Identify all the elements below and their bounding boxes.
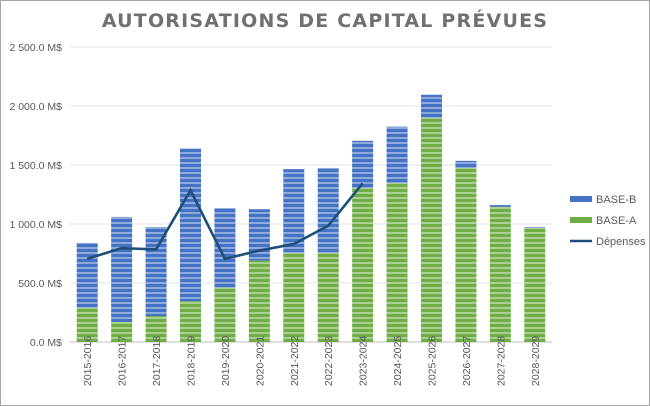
chart-title: AUTORISATIONS DE CAPITAL PRÉVUES [101, 10, 549, 32]
line-series-depenses [86, 182, 364, 261]
x-tick-label: 2028-2029 [530, 336, 542, 386]
x-tick-label: 2018-2019 [186, 336, 198, 386]
legend-label: Dépenses [596, 236, 646, 248]
legend-swatch [570, 217, 592, 223]
x-tick-label: 2023-2024 [358, 336, 370, 386]
bar-base-a [386, 183, 408, 342]
x-axis: 2015-2016 2016-2017 2017-2018 2018-2019 2019… [82, 336, 542, 386]
bar-base-a [248, 260, 270, 342]
legend: BASE-B BASE-A Dépenses [570, 194, 646, 248]
legend-label: BASE-B [596, 194, 636, 206]
x-tick-label: 2015-2016 [82, 336, 94, 386]
bar-base-b [248, 209, 270, 261]
bar-base-a [180, 301, 201, 342]
bar-base-b [455, 160, 477, 168]
gridlines [70, 46, 552, 343]
x-tick-label: 2026-2027 [461, 336, 473, 386]
bar-base-b [180, 148, 201, 302]
x-tick-label: 2022-2023 [323, 336, 335, 386]
x-tick-label: 2020-2021 [254, 336, 266, 386]
bar-base-a [455, 167, 477, 342]
bar-series [76, 94, 546, 342]
bar-base-b [214, 208, 236, 288]
depenses-line [86, 182, 364, 261]
bar-base-a [421, 117, 442, 342]
y-tick-label: 500.0 M$ [18, 278, 62, 290]
x-tick-label: 2024-2025 [392, 336, 404, 386]
bar-base-b [317, 167, 339, 253]
bar-base-b [76, 242, 98, 308]
x-tick-label: 2016-2017 [117, 336, 129, 386]
y-tick-label: 1 000.0 M$ [9, 219, 62, 231]
x-tick-label: 2021-2022 [289, 336, 301, 386]
y-tick-label: 0.0 M$ [30, 337, 62, 349]
x-tick-label: 2017-2018 [151, 336, 163, 386]
bar-base-a [489, 206, 511, 342]
x-tick-label: 2019-2020 [220, 336, 232, 386]
legend-swatch [570, 196, 592, 202]
bar-base-a [76, 307, 98, 342]
bar-base-b [283, 169, 305, 253]
y-tick-label: 1 500.0 M$ [9, 160, 62, 172]
bar-base-b [111, 216, 133, 322]
bar-base-a [352, 188, 374, 342]
x-tick-label: 2027-2028 [495, 336, 507, 386]
y-tick-label: 2 500.0 M$ [9, 42, 62, 54]
bar-base-b [524, 226, 546, 229]
bar-base-b [145, 226, 167, 317]
bar-base-a [317, 252, 339, 342]
bar-base-b [489, 205, 511, 207]
bar-base-b [421, 94, 442, 118]
bar-base-b [352, 140, 374, 189]
y-tick-label: 2 000.0 M$ [9, 101, 62, 113]
bar-base-a [283, 252, 305, 342]
x-tick-label: 2025-2026 [427, 336, 439, 386]
bar-base-a [214, 287, 236, 342]
bar-base-a [145, 316, 167, 342]
bar-base-b [386, 126, 408, 184]
legend-label: BASE-A [596, 215, 637, 227]
y-axis: 0.0 M$ 500.0 M$ 1 000.0 M$ 1 500.0 M$ 2 000.… [9, 42, 62, 349]
bar-base-a [111, 321, 133, 342]
bar-base-a [524, 228, 546, 342]
